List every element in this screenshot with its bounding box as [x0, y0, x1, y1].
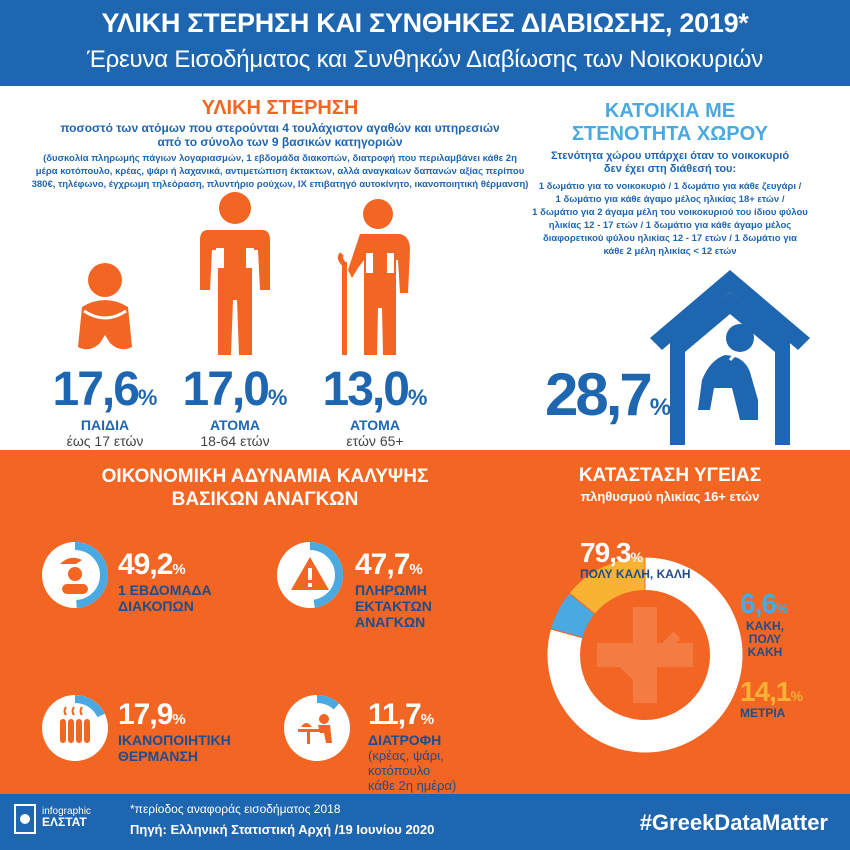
child-icon [78, 263, 132, 350]
elstat-logo: infographic ΕΛΣΤΑΤ [42, 806, 91, 829]
children-stat: 17,6% ΠΑΙΔΙΑ έως 17 ετών [40, 362, 170, 449]
elderly-icon [337, 199, 410, 355]
heating-stat: 17,9% ΙΚΑΝΟΠΟΙΗΤΙΚΗ ΘΕΡΜΑΝΣΗ [118, 698, 231, 764]
health-good-value: 79,3 [580, 537, 631, 568]
hashtag: #GreekDataMatter [639, 810, 828, 835]
health-subheading: πληθυσμού ηλικίας 16+ ετών [580, 489, 760, 504]
warning-icon [291, 557, 329, 590]
elderly-value: 13,0 [322, 363, 410, 416]
housing-stat: 28,7% [545, 361, 672, 428]
vacation-stat: 49,2% 1 ΕΒΔΟΜΑΔΑ ΔΙΑΚΟΠΩΝ [118, 548, 212, 614]
nutrition-stat: 11,7% ΔΙΑΤΡΟΦΗ (κρέας, ψάρι, κοτόπουλο κ… [368, 698, 457, 793]
heating-donut [42, 695, 108, 761]
page-title: ΥΛΙΚΗ ΣΤΕΡΗΣΗ ΚΑΙ ΣΥΝΘΗΚΕΣ ΔΙΑΒΙΩΣΗΣ, 20… [101, 8, 749, 38]
adults-age: 18-64 ετών [200, 433, 270, 449]
elderly-title: ΑΤΟΜΑ [350, 417, 400, 433]
health-donut-chart [546, 556, 744, 754]
adults-stat: 17,0% ΑΤΟΜΑ 18-64 ετών [170, 362, 300, 449]
health-bad-stat: 6,6% ΚΑΚΗ, ΠΟΛΥ ΚΑΚΗ [740, 588, 789, 659]
emergency-value: 47,7 [355, 548, 410, 581]
vacation-donut [42, 542, 109, 608]
housing-heading: ΚΑΤΟΙΚΙΑ ΜΕ ΣΤΕΝΟΤΗΤΑ ΧΩΡΟΥ [571, 100, 768, 145]
elderly-stat: 13,0% ΑΤΟΜΑ ετών 65+ [310, 362, 440, 449]
adult-icon [200, 192, 270, 355]
health-cross-icon [597, 607, 693, 703]
vacation-value: 49,2 [118, 548, 173, 581]
vacation-icon [60, 557, 88, 594]
page-subtitle: Έρευνα Εισοδήματος και Συνθηκών Διαβίωση… [86, 46, 764, 73]
deprivation-heading: ΥΛΙΚΗ ΣΤΕΡΗΣΗ [201, 97, 359, 119]
header-banner: ΥΛΙΚΗ ΣΤΕΡΗΣΗ ΚΑΙ ΣΥΝΘΗΚΕΣ ΔΙΑΒΙΩΣΗΣ, 20… [0, 0, 850, 86]
crowded-house-icon [650, 270, 810, 445]
deprivation-detail: (δυσκολία πληρωμής πάγιων λογαριασμών, 1… [31, 153, 529, 190]
adults-title: ΑΤΟΜΑ [210, 417, 260, 433]
children-age: έως 17 ετών [66, 433, 144, 449]
health-fair-stat: 14,1% ΜΕΤΡΙΑ [740, 676, 803, 720]
elderly-age: ετών 65+ [346, 433, 404, 449]
heating-value: 17,9 [118, 698, 173, 731]
footer-bar: infographic ΕΛΣΤΑΤ *περίοδος αναφοράς ει… [0, 794, 850, 850]
nutrition-donut [284, 695, 350, 761]
children-title: ΠΑΙΔΙΑ [80, 417, 130, 433]
source: Πηγή: Ελληνική Στατιστική Αρχή /19 Ιουνί… [130, 822, 435, 837]
deprivation-description: ποσοστό των ατόμων που στερούνται 4 τουλ… [60, 121, 500, 149]
children-value: 17,6 [52, 363, 140, 416]
health-fair-value: 14,1 [740, 676, 791, 707]
footnote: *περίοδος αναφοράς εισοδήματος 2018 [130, 802, 341, 816]
adults-value: 17,0 [182, 363, 270, 416]
housing-value: 28,7 [545, 361, 653, 428]
radiator-icon [60, 706, 90, 743]
housing-intro: Στενότητα χώρου υπάρχει όταν το νοικοκυρ… [550, 150, 790, 175]
health-bad-value: 6,6 [740, 588, 777, 619]
dining-icon [298, 714, 332, 744]
elstat-logo-icon [14, 804, 36, 834]
housing-detail: 1 δωμάτιο για το νοικοκυριό / 1 δωμάτιο … [532, 181, 808, 257]
nutrition-value: 11,7 [368, 698, 422, 731]
economic-heading: ΟΙΚΟΝΟΜΙΚΗ ΑΔΥΝΑΜΙΑ ΚΑΛΥΨΗΣ ΒΑΣΙΚΩΝ ΑΝΑΓ… [101, 466, 429, 510]
emergency-donut [277, 542, 344, 608]
health-good-stat: 79,3% ΠΟΛΥ ΚΑΛΗ, ΚΑΛΗ [580, 537, 691, 581]
health-heading: ΚΑΤΑΣΤΑΣΗ ΥΓΕΙΑΣ [578, 465, 762, 486]
emergency-stat: 47,7% ΠΛΗΡΩΜΗ ΕΚΤΑΚΤΩΝ ΑΝΑΓΚΩΝ [355, 548, 432, 630]
